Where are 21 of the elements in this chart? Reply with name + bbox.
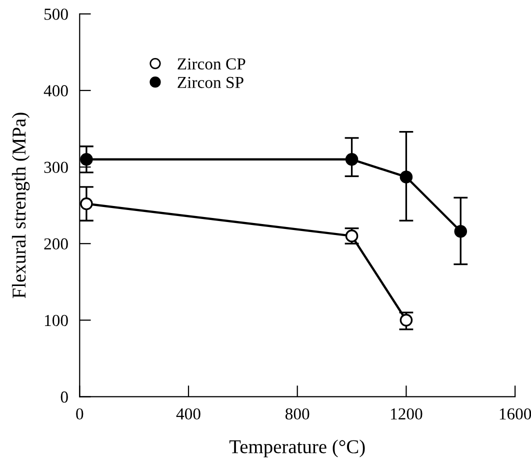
x-tick-label: 1200: [391, 408, 422, 420]
y-tick-label: 500: [44, 8, 68, 20]
y-tick-label: 0: [60, 391, 68, 403]
y-tick-label: 100: [45, 314, 68, 326]
x-tick-label: 400: [176, 408, 200, 420]
x-tick-label: 1600: [500, 408, 531, 420]
point: [80, 152, 93, 166]
x-tick-label: 800: [285, 408, 310, 420]
point: [400, 314, 413, 327]
x-tick-label: 0: [76, 408, 84, 420]
y-tick-label: 300: [44, 162, 68, 173]
legend-label: Zircon SP: [178, 76, 244, 88]
point: [400, 170, 413, 184]
legend-label: Zircon CP: [178, 58, 246, 70]
x-axis-title: Temperature (°C): [229, 440, 365, 458]
y-axis-title: Flexural strength (MPa): [12, 112, 30, 298]
y-tick-label: 200: [44, 238, 68, 250]
point: [80, 197, 93, 210]
y-tick-label: 400: [44, 85, 68, 96]
point: [345, 152, 358, 166]
point: [454, 224, 468, 238]
